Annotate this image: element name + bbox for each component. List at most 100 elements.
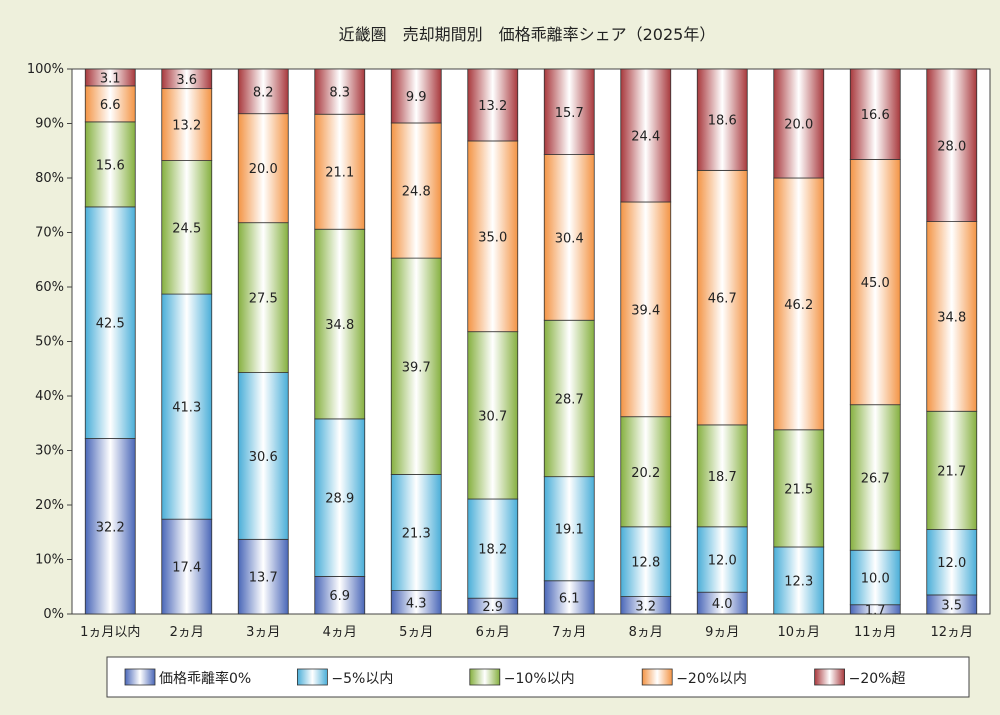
- legend-swatch: [814, 668, 845, 686]
- y-tick-label: 60%: [35, 280, 64, 295]
- data-label: 46.7: [708, 292, 737, 307]
- data-label: 4.3: [406, 596, 427, 611]
- data-label: 34.8: [325, 318, 354, 333]
- data-label: 19.1: [555, 523, 584, 538]
- x-category-label: 5ヵ月: [399, 625, 433, 640]
- y-tick-label: 70%: [35, 226, 64, 241]
- data-label: 4.0: [712, 597, 733, 612]
- data-label: 32.2: [96, 520, 125, 535]
- data-label: 3.5: [941, 598, 962, 613]
- bar-segment: [926, 221, 978, 412]
- legend-label: −20%超: [849, 671, 906, 687]
- bar-segment: [620, 68, 672, 203]
- data-label: 18.2: [478, 543, 507, 558]
- bar-segment: [620, 201, 672, 418]
- data-label: 21.3: [402, 527, 431, 542]
- bar-segment: [849, 68, 901, 160]
- x-category-label: 2ヵ月: [170, 625, 204, 640]
- bar-segment: [467, 331, 519, 500]
- data-label: 35.0: [478, 230, 507, 245]
- data-label: 6.6: [100, 98, 121, 113]
- bar-segment: [84, 68, 136, 87]
- data-label: 27.5: [249, 292, 278, 307]
- bar-segment: [390, 122, 442, 259]
- data-label: 24.5: [172, 221, 201, 236]
- y-tick-label: 40%: [35, 389, 64, 404]
- y-tick-label: 30%: [35, 444, 64, 459]
- data-label: 30.6: [249, 450, 278, 465]
- data-label: 20.0: [784, 118, 813, 133]
- data-label: 30.7: [478, 409, 507, 424]
- bar-segment: [543, 580, 595, 615]
- bar-segment: [543, 319, 595, 478]
- data-label: 12.3: [784, 574, 813, 589]
- data-label: 17.4: [172, 561, 201, 576]
- bar-segment: [773, 429, 825, 548]
- data-label: 39.7: [402, 360, 431, 375]
- bar-segment: [161, 68, 213, 90]
- bar-segment: [237, 372, 289, 540]
- bar-segment: [390, 474, 442, 591]
- y-tick-label: 80%: [35, 171, 64, 186]
- data-label: 1.7: [865, 603, 886, 618]
- legend-label: −5%以内: [331, 671, 393, 687]
- data-label: 21.7: [937, 464, 966, 479]
- data-label: 20.2: [631, 466, 660, 481]
- legend-swatch: [124, 668, 156, 686]
- data-label: 41.3: [172, 401, 201, 416]
- bar-segment: [84, 206, 136, 439]
- bar-segment: [926, 529, 978, 596]
- bar-segment: [237, 113, 289, 224]
- legend-label: 価格乖離率0%: [159, 670, 251, 687]
- data-label: 12.8: [631, 556, 660, 571]
- x-category-label: 9ヵ月: [705, 625, 739, 640]
- data-label: 42.5: [96, 317, 125, 332]
- data-label: 30.4: [555, 231, 584, 246]
- data-label: 9.9: [406, 90, 427, 105]
- bar-segment: [314, 418, 366, 577]
- bar-segment: [696, 526, 748, 593]
- bar-segment: [849, 549, 901, 606]
- legend-swatch: [469, 668, 501, 686]
- data-label: 26.7: [861, 471, 890, 486]
- bar-segment: [773, 68, 825, 179]
- data-label: 21.5: [784, 482, 813, 497]
- data-label: 12.0: [937, 556, 966, 571]
- bar-segment: [543, 154, 595, 321]
- data-label: 15.6: [96, 158, 125, 173]
- y-tick-label: 0%: [43, 607, 64, 622]
- bar-segment: [237, 222, 289, 373]
- data-label: 2.9: [482, 600, 503, 615]
- x-category-label: 8ヵ月: [629, 625, 663, 640]
- data-label: 3.1: [100, 71, 121, 86]
- bar-segment: [467, 498, 519, 599]
- legend-label: −20%以内: [676, 671, 747, 687]
- y-tick-label: 50%: [35, 335, 64, 350]
- data-label: 3.2: [635, 599, 656, 614]
- x-category-label: 10ヵ月: [777, 625, 820, 640]
- y-tick-label: 90%: [35, 117, 64, 132]
- bar-segment: [84, 438, 136, 615]
- data-label: 12.0: [708, 554, 737, 569]
- data-label: 24.4: [631, 129, 660, 144]
- bar-segment: [620, 416, 672, 528]
- bar-segment: [390, 257, 442, 475]
- bar-segment: [84, 121, 136, 208]
- data-label: 28.7: [555, 392, 584, 407]
- data-label: 46.2: [784, 298, 813, 313]
- bar-segment: [773, 546, 825, 615]
- bar-segment: [467, 140, 519, 333]
- legend-swatch: [641, 668, 673, 686]
- bar-segment: [314, 113, 366, 230]
- data-label: 18.7: [708, 470, 737, 485]
- data-label: 10.0: [861, 571, 890, 586]
- bar-segment: [467, 68, 519, 142]
- legend-label: −10%以内: [504, 671, 575, 687]
- data-label: 13.2: [478, 99, 507, 114]
- bar-segment: [390, 68, 442, 124]
- bar-segment: [161, 160, 213, 295]
- y-tick-label: 100%: [27, 62, 64, 77]
- x-category-label: 12ヵ月: [930, 625, 973, 640]
- data-label: 16.6: [861, 108, 890, 123]
